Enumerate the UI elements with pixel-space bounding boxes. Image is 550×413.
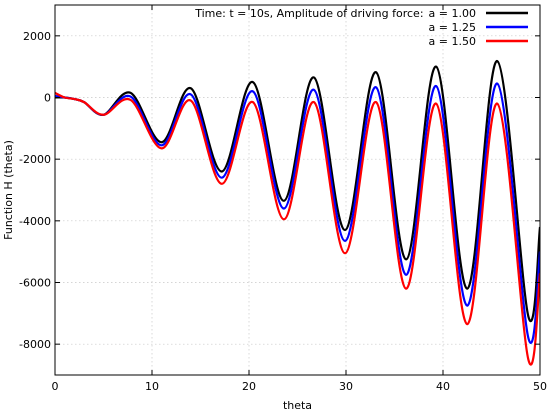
y-tick-label: -2000 — [19, 153, 51, 166]
y-tick-label: -6000 — [19, 277, 51, 290]
x-tick-label: 20 — [242, 380, 256, 393]
x-axis-label: theta — [283, 399, 312, 412]
x-tick-label: 0 — [52, 380, 59, 393]
legend-label-2: a = 1.25 — [429, 21, 476, 34]
series-line-2 — [55, 82, 540, 344]
x-tick-label: 50 — [533, 380, 547, 393]
legend-label-1: a = 1.00 — [429, 7, 476, 20]
series-line-3 — [55, 91, 540, 366]
plot-frame — [54, 4, 541, 376]
y-tick-label: 2000 — [23, 30, 51, 43]
x-tick-label: 30 — [339, 380, 353, 393]
x-tick-label: 40 — [436, 380, 450, 393]
y-tick-label: -8000 — [19, 338, 51, 351]
y-tick-label: 0 — [44, 92, 51, 105]
x-tick-label: 10 — [145, 380, 159, 393]
legend-label-3: a = 1.50 — [429, 35, 476, 48]
y-tick-label: -4000 — [19, 215, 51, 228]
legend-title: Time: t = 10s, Amplitude of driving forc… — [194, 7, 423, 20]
y-axis-label: Function H (theta) — [2, 140, 15, 240]
